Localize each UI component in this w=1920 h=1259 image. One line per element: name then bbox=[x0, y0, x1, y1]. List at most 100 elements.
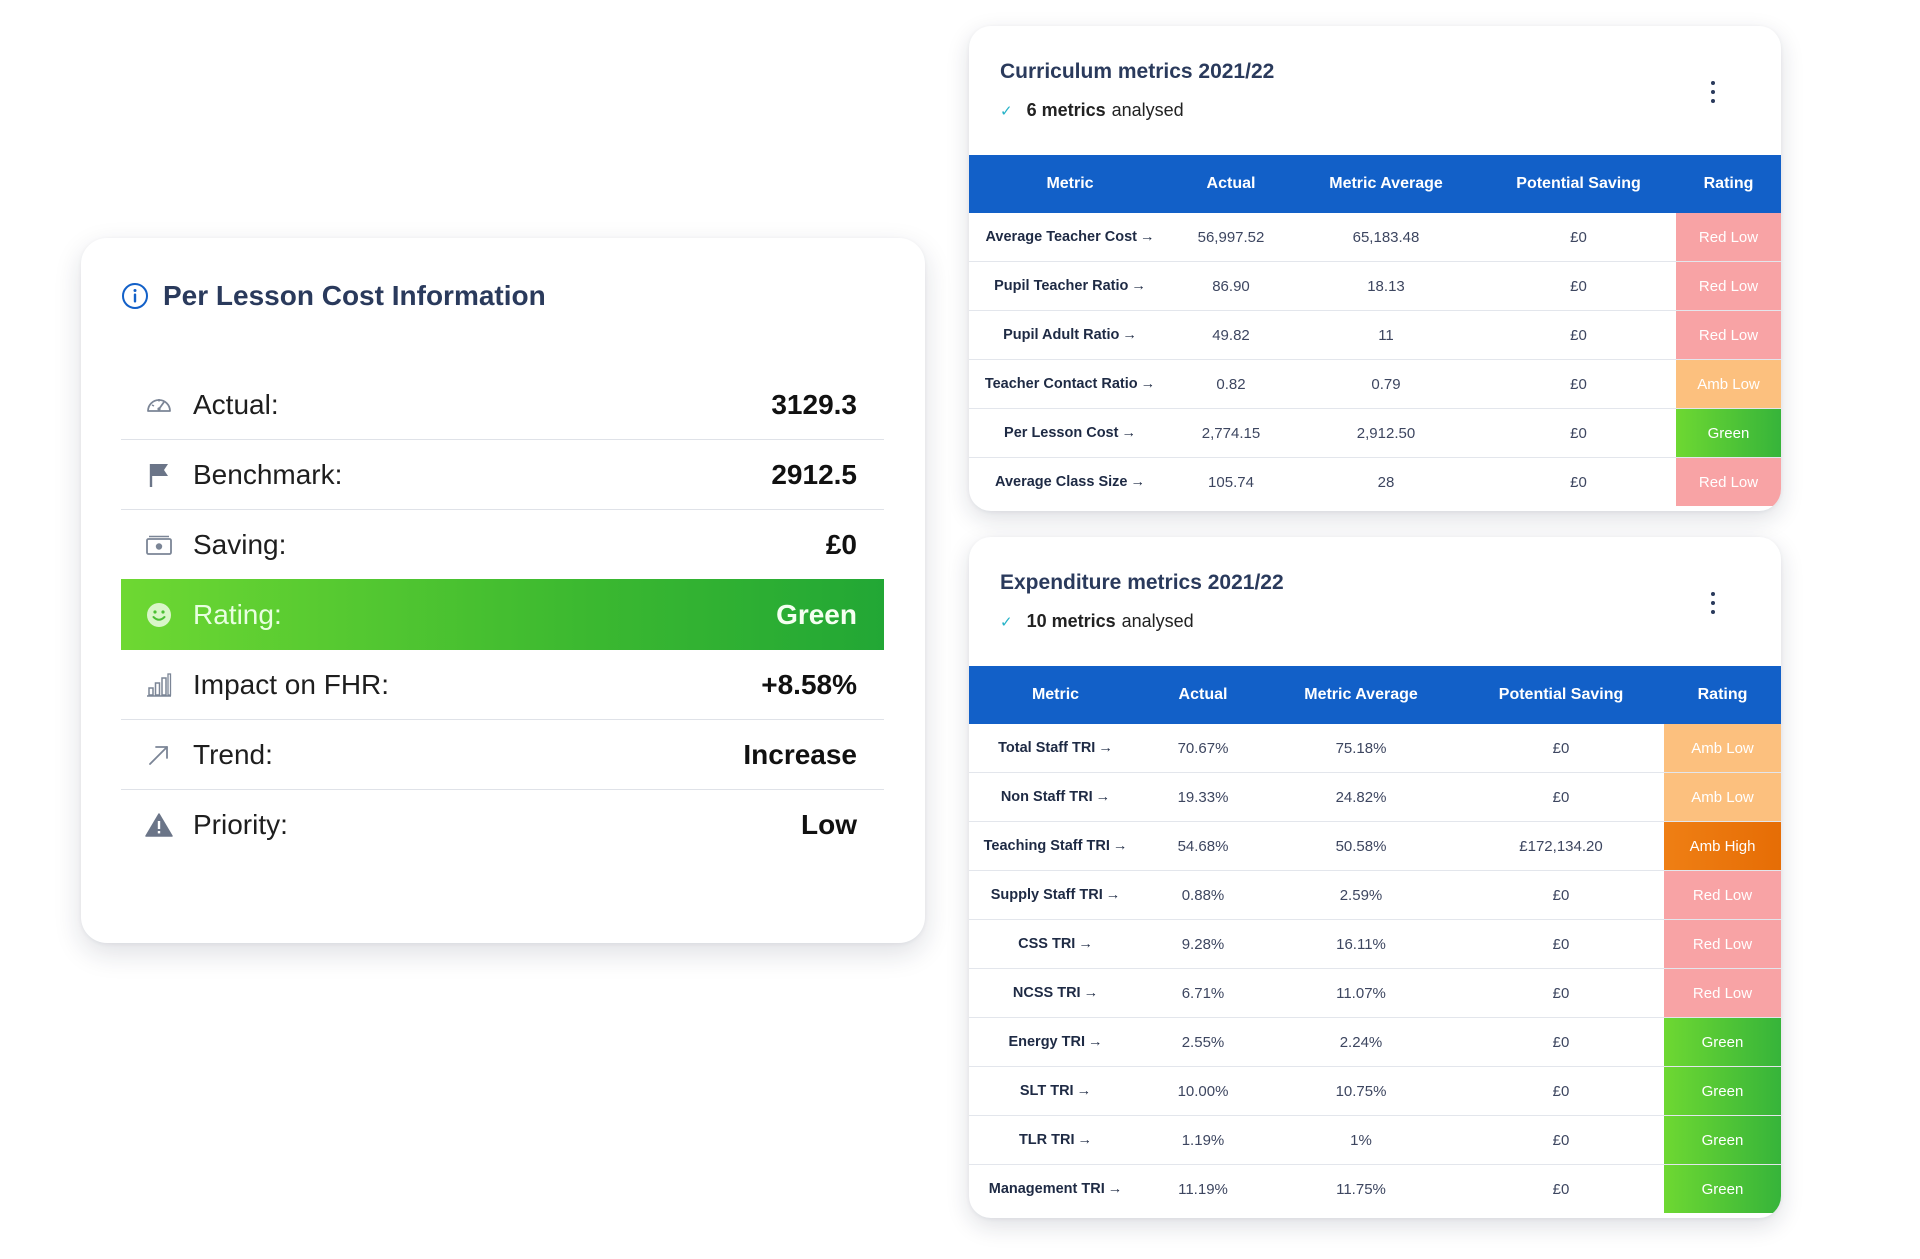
table-row: Energy TRI → 2.55% 2.24% £0 Green bbox=[969, 1017, 1781, 1067]
col-header-metric[interactable]: Metric bbox=[969, 666, 1142, 724]
metric-link[interactable]: CSS TRI → bbox=[969, 919, 1142, 969]
arrow-right-icon: → bbox=[1112, 838, 1128, 854]
arrow-right-icon: → bbox=[1105, 887, 1121, 903]
impact-value: +8.58% bbox=[761, 668, 857, 700]
per-lesson-cost-card: Per Lesson Cost Information Actual: 3129… bbox=[81, 238, 925, 943]
metric-link[interactable]: Total Staff TRI → bbox=[969, 724, 1142, 773]
metric-link[interactable]: Average Teacher Cost → bbox=[969, 213, 1171, 262]
table-row: Teacher Contact Ratio → 0.82 0.79 £0 Amb … bbox=[969, 359, 1781, 409]
rating-badge: Red Low bbox=[1664, 919, 1781, 969]
col-header-actual[interactable]: Actual bbox=[1171, 155, 1291, 213]
rating-badge: Amb Low bbox=[1664, 724, 1781, 773]
arrow-right-icon: → bbox=[1095, 789, 1111, 805]
trend-value: Increase bbox=[743, 738, 857, 770]
col-header-average[interactable]: Metric Average bbox=[1264, 666, 1458, 724]
actual-cell: 2,774.15 bbox=[1171, 408, 1291, 458]
col-header-rating[interactable]: Rating bbox=[1664, 666, 1781, 724]
arrow-right-icon: → bbox=[1107, 1181, 1123, 1197]
saving-cell: £0 bbox=[1552, 1180, 1570, 1198]
lesson-title-text: Per Lesson Cost Information bbox=[163, 280, 546, 311]
more-options-icon[interactable] bbox=[1710, 592, 1716, 614]
rating-badge: Green bbox=[1676, 408, 1781, 458]
metric-link[interactable]: Pupil Adult Ratio → bbox=[969, 310, 1171, 360]
arrow-right-icon: → bbox=[1077, 1132, 1093, 1148]
saving-cell: £0 bbox=[1481, 213, 1676, 262]
curriculum-metrics-card: Curriculum metrics 2021/22 ✓ 6 metrics a… bbox=[969, 26, 1781, 511]
priority-label: Priority: bbox=[193, 809, 288, 840]
rating-badge: Amb Low bbox=[1664, 772, 1781, 822]
col-header-average[interactable]: Metric Average bbox=[1291, 155, 1481, 213]
col-header-saving[interactable]: Potential Saving bbox=[1481, 155, 1676, 213]
metric-link[interactable]: Non Staff TRI → bbox=[969, 772, 1142, 822]
warning-icon bbox=[145, 811, 173, 839]
metric-link[interactable]: Teaching Staff TRI → bbox=[969, 821, 1142, 871]
table-row: TLR TRI → 1.19% 1% £0 Green bbox=[969, 1115, 1781, 1165]
average-cell: 65,183.48 bbox=[1291, 213, 1481, 262]
actual-cell: 49.82 bbox=[1171, 310, 1291, 360]
col-header-rating[interactable]: Rating bbox=[1676, 155, 1781, 213]
rating-badge: Green bbox=[1664, 1164, 1781, 1213]
average-cell: 28 bbox=[1377, 473, 1395, 491]
metric-link[interactable]: Pupil Teacher Ratio → bbox=[969, 261, 1171, 311]
rating-badge: Red Low bbox=[1664, 870, 1781, 920]
rating-badge: Amb Low bbox=[1676, 359, 1781, 409]
trend-up-icon bbox=[145, 741, 173, 769]
col-header-actual[interactable]: Actual bbox=[1142, 666, 1264, 724]
table-header-row: Metric Actual Metric Average Potential S… bbox=[969, 666, 1781, 724]
arrow-right-icon: → bbox=[1131, 278, 1146, 294]
col-header-saving[interactable]: Potential Saving bbox=[1458, 666, 1664, 724]
metric-link[interactable]: Teacher Contact Ratio → bbox=[969, 359, 1171, 409]
expenditure-count: 10 metrics bbox=[1026, 611, 1116, 631]
table-row: Pupil Teacher Ratio → 86.90 18.13 £0 Red … bbox=[969, 261, 1781, 311]
table-row: Non Staff TRI → 19.33% 24.82% £0 Amb Low bbox=[969, 772, 1781, 822]
saving-cell: £0 bbox=[1458, 1115, 1664, 1165]
curriculum-table: Metric Actual Metric Average Potential S… bbox=[969, 155, 1781, 506]
saving-cell: £0 bbox=[1570, 473, 1587, 491]
saving-cell: £0 bbox=[1458, 772, 1664, 822]
rating-badge: Green bbox=[1664, 1017, 1781, 1067]
row-benchmark: Benchmark: 2912.5 bbox=[121, 440, 884, 510]
saving-cell: £0 bbox=[1458, 1066, 1664, 1116]
benchmark-value: 2912.5 bbox=[771, 458, 857, 490]
row-actual: Actual: 3129.3 bbox=[121, 370, 884, 440]
actual-cell: 1.19% bbox=[1142, 1115, 1264, 1165]
row-priority: Priority: Low bbox=[121, 790, 884, 860]
actual-cell: 86.90 bbox=[1171, 261, 1291, 311]
metric-link[interactable]: NCSS TRI → bbox=[969, 968, 1142, 1018]
metric-link[interactable]: SLT TRI → bbox=[969, 1066, 1142, 1116]
metric-link[interactable]: Per Lesson Cost → bbox=[969, 408, 1171, 458]
metric-link[interactable]: Energy TRI → bbox=[969, 1017, 1142, 1067]
saving-cell: £0 bbox=[1458, 1017, 1664, 1067]
saving-cell: £0 bbox=[1481, 310, 1676, 360]
table-row: Average Class Size → 105.74 28 £0 Red Low bbox=[969, 457, 1781, 506]
metric-link[interactable]: TLR TRI → bbox=[969, 1115, 1142, 1165]
table-row: Per Lesson Cost → 2,774.15 2,912.50 £0 Gr… bbox=[969, 408, 1781, 458]
rating-badge: Green bbox=[1664, 1115, 1781, 1165]
average-cell: 50.58% bbox=[1264, 821, 1458, 871]
row-rating: Rating: Green bbox=[121, 579, 884, 650]
actual-value: 3129.3 bbox=[771, 388, 857, 420]
arrow-right-icon: → bbox=[1083, 985, 1099, 1001]
average-cell: 2.24% bbox=[1264, 1017, 1458, 1067]
col-header-metric[interactable]: Metric bbox=[969, 155, 1171, 213]
expenditure-metrics-card: Expenditure metrics 2021/22 ✓ 10 metrics… bbox=[969, 537, 1781, 1218]
arrow-right-icon: → bbox=[1088, 1034, 1103, 1050]
actual-cell: 10.00% bbox=[1142, 1066, 1264, 1116]
table-row: SLT TRI → 10.00% 10.75% £0 Green bbox=[969, 1066, 1781, 1116]
table-row: Average Teacher Cost → 56,997.52 65,183.4… bbox=[969, 213, 1781, 262]
arrow-right-icon: → bbox=[1098, 740, 1113, 756]
flag-icon bbox=[145, 461, 173, 489]
priority-value: Low bbox=[801, 809, 857, 840]
metric-link[interactable]: Management TRI → bbox=[988, 1181, 1123, 1197]
saving-cell: £172,134.20 bbox=[1458, 821, 1664, 871]
rating-badge: Red Low bbox=[1676, 310, 1781, 360]
saving-value: £0 bbox=[825, 528, 857, 560]
more-options-icon[interactable] bbox=[1710, 81, 1716, 103]
metric-link[interactable]: Supply Staff TRI → bbox=[969, 870, 1142, 920]
metric-link[interactable]: Average Class Size → bbox=[995, 474, 1145, 490]
rating-badge: Red Low bbox=[1676, 261, 1781, 311]
info-icon[interactable] bbox=[121, 282, 149, 310]
actual-cell: 0.82 bbox=[1171, 359, 1291, 409]
average-cell: 1% bbox=[1264, 1115, 1458, 1165]
saving-cell: £0 bbox=[1481, 261, 1676, 311]
